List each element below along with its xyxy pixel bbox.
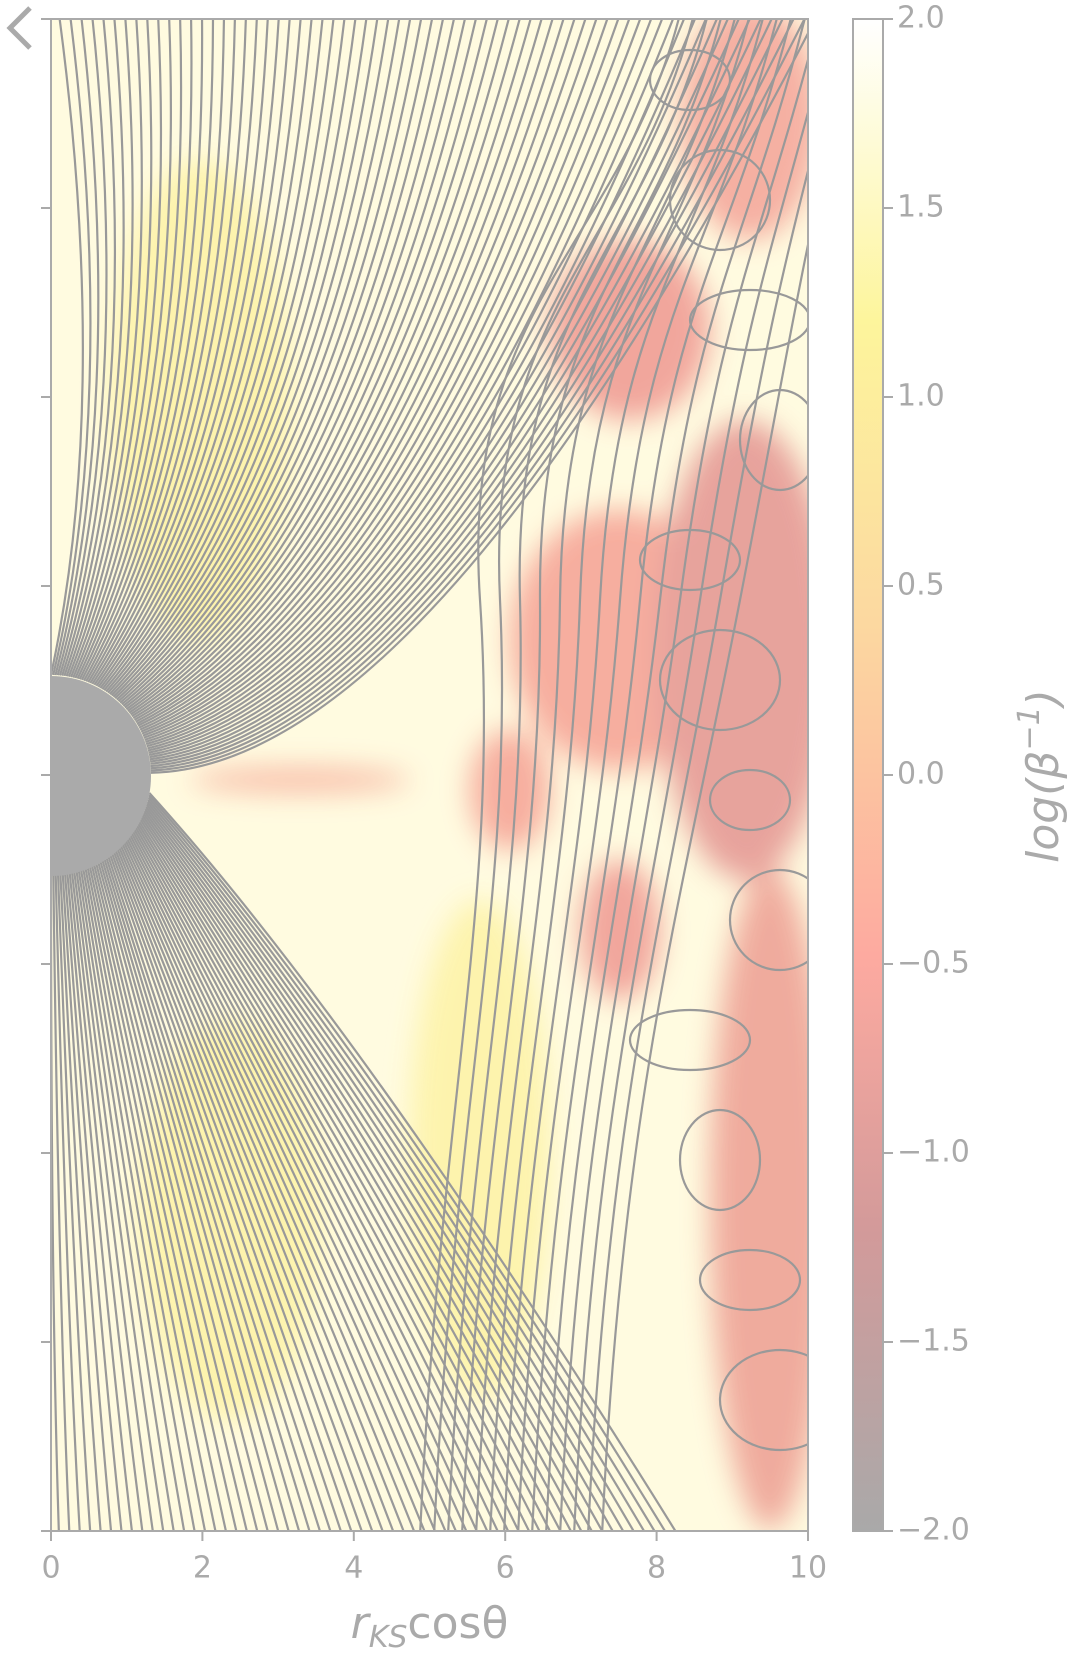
colorbar-tick-label: 1.5 — [897, 190, 945, 225]
x-tick-label: 4 — [344, 1551, 363, 1586]
x-axis-label: rKScosθ — [351, 1598, 509, 1655]
colorbar-tick-label: −2.0 — [897, 1513, 970, 1548]
colorbar-tick-label: −1.0 — [897, 1135, 970, 1170]
colorbar-tick-label: 2.0 — [897, 1, 945, 36]
x-tick-label: 0 — [41, 1551, 60, 1586]
colorbar-label-sup: −1 — [1012, 706, 1047, 750]
back-icon[interactable] — [10, 8, 30, 48]
x-tick-label: 10 — [789, 1551, 827, 1586]
x-tick-label: 2 — [193, 1551, 212, 1586]
x-tick-label: 8 — [647, 1551, 666, 1586]
colorbar-tick-label: 0.5 — [897, 568, 945, 603]
colorbar-tick-label: 1.0 — [897, 379, 945, 414]
colorbar-label-base: log(β — [1018, 751, 1069, 863]
field — [51, 0, 862, 1536]
colorbar-tick-label: −0.5 — [897, 946, 970, 981]
colorbar-label-rest: ) — [1018, 689, 1069, 709]
x-label-rest: cosθ — [407, 1598, 508, 1649]
colorbar-tick-label: −1.5 — [897, 1324, 970, 1359]
x-tick-label: 6 — [496, 1551, 515, 1586]
chart: rKScosθ log(β−1) 0 2 4 6 8 10 2.0 1.5 1.0 0.5 0.0 −… — [0, 0, 1081, 1662]
colorbar-tick-label: 0.0 — [897, 757, 945, 792]
x-label-sub: KS — [369, 1620, 408, 1655]
colorbar-label: log(β−1) — [1012, 689, 1070, 863]
colorbar — [853, 19, 883, 1531]
